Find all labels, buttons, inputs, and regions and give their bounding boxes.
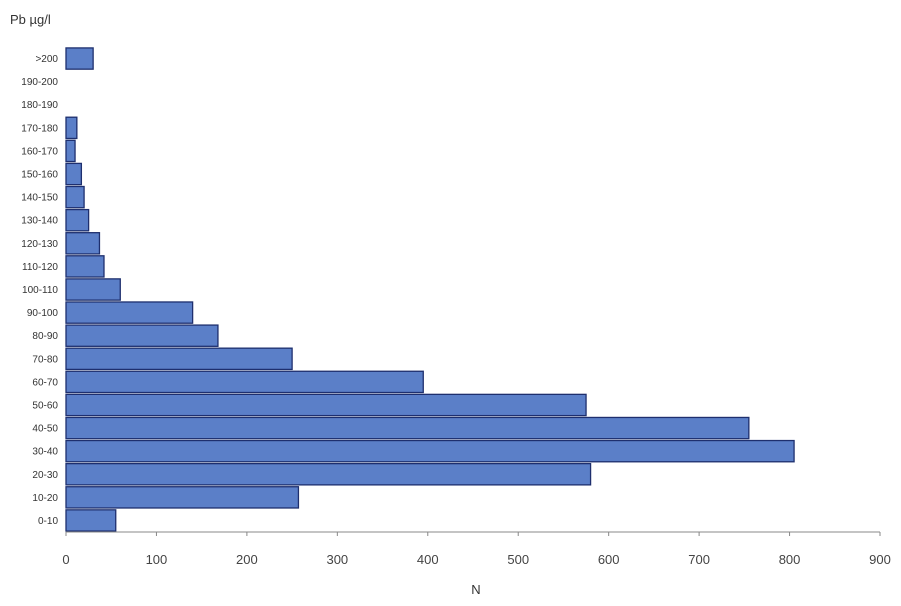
y-tick-label: 90-100 [27, 308, 59, 319]
bar-160-170 [65, 139, 76, 163]
x-tick-label: 700 [688, 552, 710, 567]
y-tick-label: 60-70 [32, 377, 58, 388]
y-tick-label: 120-130 [21, 239, 58, 250]
y-tick-label: 190-200 [21, 77, 58, 88]
y-tick-label: 20-30 [32, 470, 58, 481]
y-tick-label: 140-150 [21, 193, 58, 204]
bar-60-70 [65, 370, 424, 394]
bar-80-90 [65, 324, 219, 347]
bar-10-20 [65, 486, 300, 509]
bar->200 [65, 47, 94, 70]
bar-120-130 [65, 232, 101, 255]
bar-100-110 [65, 278, 121, 301]
y-tick-label: 30-40 [32, 447, 58, 458]
bar-70-80 [65, 347, 293, 371]
bar-130-140 [65, 208, 90, 232]
y-tick-label: 40-50 [32, 424, 58, 435]
bar-0-10 [65, 509, 117, 532]
y-tick-label: 130-140 [21, 216, 58, 227]
bar-110-120 [65, 255, 105, 278]
y-tick-label: 80-90 [32, 331, 58, 342]
bar-140-150 [65, 185, 85, 209]
y-tick-label: 180-190 [21, 100, 58, 111]
x-tick-label: 600 [598, 552, 620, 567]
y-tick-label: 50-60 [32, 400, 58, 411]
x-tick-label: 800 [779, 552, 801, 567]
y-tick-label: >200 [35, 54, 58, 65]
x-tick-label: 500 [507, 552, 529, 567]
x-tick-label: 400 [417, 552, 439, 567]
y-tick-labels: 0-10 10-20 20-30 30-40 40-50 50-60 60-70 70-80 8… [21, 54, 58, 527]
y-tick-label: 70-80 [32, 354, 58, 365]
x-tick-label: 0 [62, 552, 69, 567]
y-axis-label: Pb µg/l [10, 12, 51, 27]
x-tick-label: 100 [146, 552, 168, 567]
bar-50-60 [65, 393, 587, 417]
y-tick-label: 170-180 [21, 123, 58, 134]
x-tick-label: 900 [869, 552, 891, 567]
bar-20-30 [65, 462, 592, 486]
y-tick-label: 100-110 [22, 285, 58, 296]
y-tick-label: 150-160 [21, 170, 58, 181]
bar-170-180 [65, 116, 78, 140]
bar-90-100 [65, 301, 194, 324]
y-tick-label: 110-120 [22, 262, 58, 273]
bar-30-40 [65, 439, 795, 463]
bars-group [65, 47, 795, 532]
bar-150-160 [65, 162, 83, 186]
x-tick-labels: 0 100 200 300 400 500 600 700 800 900 [62, 532, 891, 567]
x-axis-label: N [471, 582, 480, 597]
y-tick-label: 10-20 [32, 493, 58, 504]
x-tick-label: 300 [326, 552, 348, 567]
y-tick-label: 160-170 [21, 146, 58, 157]
x-tick-label: 200 [236, 552, 258, 567]
y-tick-label: 0-10 [38, 516, 58, 527]
bar-40-50 [65, 416, 750, 440]
